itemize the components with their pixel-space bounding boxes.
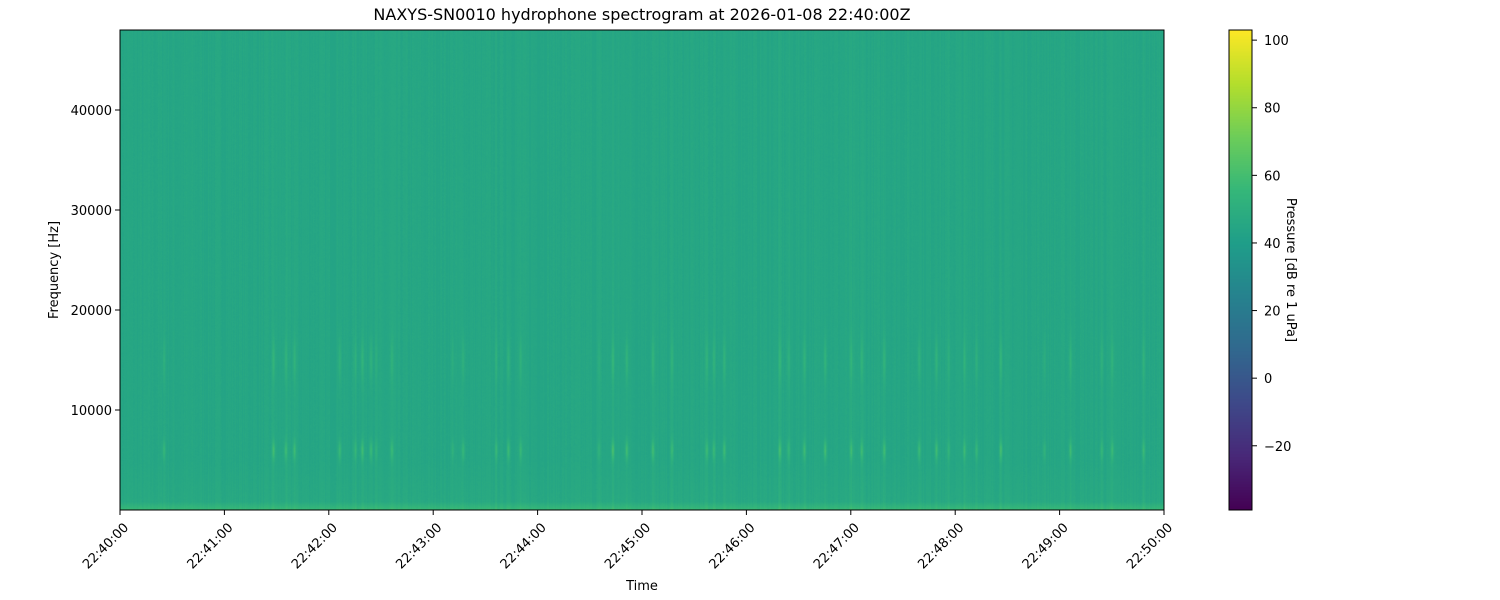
x-tick-label: 22:48:00 bbox=[915, 520, 967, 572]
x-tick-label: 22:47:00 bbox=[811, 520, 863, 572]
x-ticks: 22:40:00 22:41:00 22:42:00 22:43:00 22:44:00… bbox=[80, 510, 1176, 572]
x-tick-label: 22:43:00 bbox=[393, 520, 445, 572]
colorbar-tick-label: 20 bbox=[1264, 305, 1281, 320]
y-tick-label: 10000 bbox=[71, 404, 112, 419]
colorbar-frame bbox=[1228, 29, 1253, 511]
spectrogram-heatmap bbox=[120, 30, 1164, 510]
colorbar-ticks: −20 0 20 40 60 80 100 bbox=[1252, 34, 1291, 455]
x-tick-label: 22:45:00 bbox=[602, 520, 654, 572]
x-tick-label: 22:42:00 bbox=[289, 520, 341, 572]
plot-frame bbox=[119, 29, 1165, 511]
x-axis-label: Time bbox=[625, 579, 658, 594]
colorbar bbox=[1229, 30, 1252, 510]
colorbar-tick-label: −20 bbox=[1264, 440, 1291, 455]
y-tick-label: 20000 bbox=[71, 304, 112, 319]
colorbar-tick-label: 80 bbox=[1264, 102, 1281, 117]
y-tick-label: 40000 bbox=[71, 104, 112, 119]
x-tick-label: 22:46:00 bbox=[707, 520, 759, 572]
colorbar-label: Pressure [dB re 1 uPa] bbox=[1283, 198, 1298, 342]
x-tick-label: 22:40:00 bbox=[80, 520, 132, 572]
x-tick-label: 22:49:00 bbox=[1020, 520, 1072, 572]
x-tick-label: 22:41:00 bbox=[185, 520, 237, 572]
x-tick-label: 22:50:00 bbox=[1124, 520, 1176, 572]
y-axis-label: Frequency [Hz] bbox=[47, 221, 62, 319]
colorbar-tick-label: 40 bbox=[1264, 237, 1281, 252]
y-ticks: 10000 20000 30000 40000 bbox=[71, 104, 120, 419]
x-tick-label: 22:44:00 bbox=[498, 520, 550, 572]
colorbar-tick-label: 60 bbox=[1264, 169, 1281, 184]
colorbar-tick-label: 0 bbox=[1264, 372, 1272, 387]
colorbar-tick-label: 100 bbox=[1264, 34, 1289, 49]
chart-title: NAXYS-SN0010 hydrophone spectrogram at 2… bbox=[373, 5, 911, 24]
y-tick-label: 30000 bbox=[71, 204, 112, 219]
